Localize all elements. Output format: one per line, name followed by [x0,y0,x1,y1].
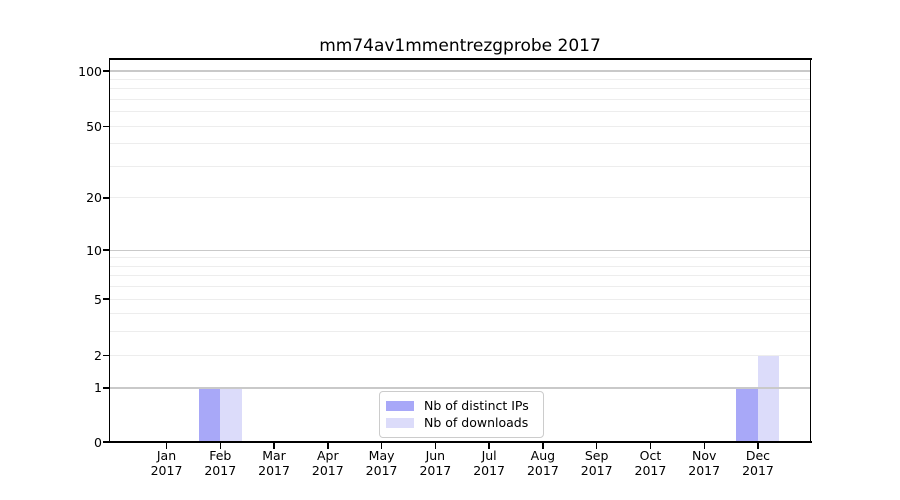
y-gridline-minor [110,275,810,277]
x-tick [219,443,221,449]
x-tick-label: Oct 2017 [634,447,667,478]
x-tick [542,443,544,449]
x-tick-label: Jun 2017 [419,447,452,478]
y-gridline-minor [110,88,810,90]
plot-spine-bottom [108,441,812,443]
x-tick [488,443,490,449]
legend-label-downloads: Nb of downloads [424,415,529,431]
y-tick-label: 0 [94,434,102,450]
legend-item-downloads: Nb of downloads [386,415,535,431]
chart-title: mm74av1mmentrezgprobe 2017 [319,36,601,56]
y-tick [102,441,109,443]
y-tick-label: 10 [86,242,102,258]
y-tick [102,354,109,356]
y-tick-label: 20 [86,190,102,206]
y-tick-label: 50 [86,118,102,134]
y-tick [102,70,109,72]
x-tick-label: Mar 2017 [258,447,290,478]
y-gridline-major [110,70,810,72]
legend-label-distinct-ips: Nb of distinct IPs [424,397,529,413]
y-gridline-minor [110,111,810,113]
y-gridline-minor [110,265,810,267]
y-gridline-major [110,249,810,251]
x-tick-label: Sep 2017 [580,447,613,478]
y-gridline-minor [110,165,810,167]
y-gridline-minor [110,143,810,145]
y-gridline-minor [110,286,810,288]
y-gridline-minor [110,125,810,127]
y-gridline-minor [110,354,810,356]
y-gridline-minor [110,313,810,315]
y-tick [102,249,109,251]
x-tick-label: Dec 2017 [742,447,774,478]
y-tick-label: 1 [94,380,102,396]
y-gridline-minor [110,197,810,199]
x-tick-label: Aug 2017 [526,447,559,478]
y-gridline-minor [110,78,810,80]
y-tick-label: 100 [78,63,102,79]
bar-distinct-ips [736,387,758,443]
bar-downloads [220,387,242,443]
y-tick [102,197,109,199]
y-tick-label: 2 [94,347,102,363]
x-tick [703,443,705,449]
bar-distinct-ips [198,387,221,443]
x-tick-label: Feb 2017 [204,447,237,478]
plot-spine-left [108,58,111,443]
x-tick [434,443,437,449]
x-tick [327,443,329,449]
x-tick-label: Apr 2017 [311,447,344,478]
x-tick-label: Jul 2017 [473,447,506,478]
legend-swatch-distinct-ips-icon [386,400,414,411]
x-tick [757,443,759,449]
y-tick [102,298,109,300]
plot-spine-top [108,58,812,60]
y-gridline-minor [110,98,810,100]
x-tick [273,443,275,449]
y-gridline-minor [110,298,810,300]
y-tick-label: 5 [94,291,102,307]
x-tick [380,443,383,449]
y-gridline-major [110,387,810,389]
x-tick-label: Nov 2017 [688,447,721,478]
bar-downloads [757,355,780,443]
x-tick [165,443,168,449]
y-gridline-minor [110,257,810,259]
y-tick [102,125,109,127]
y-tick [102,387,109,389]
x-tick [649,443,652,449]
legend-item-distinct-ips: Nb of distinct IPs [386,398,535,414]
legend: Nb of distinct IPs Nb of downloads [379,391,544,438]
plot-spine-right [809,58,812,443]
x-tick [595,443,598,449]
x-tick-label: Jan 2017 [150,447,183,478]
x-tick-label: May 2017 [365,447,398,478]
y-gridline-minor [110,331,810,333]
legend-swatch-downloads-icon [386,418,414,429]
